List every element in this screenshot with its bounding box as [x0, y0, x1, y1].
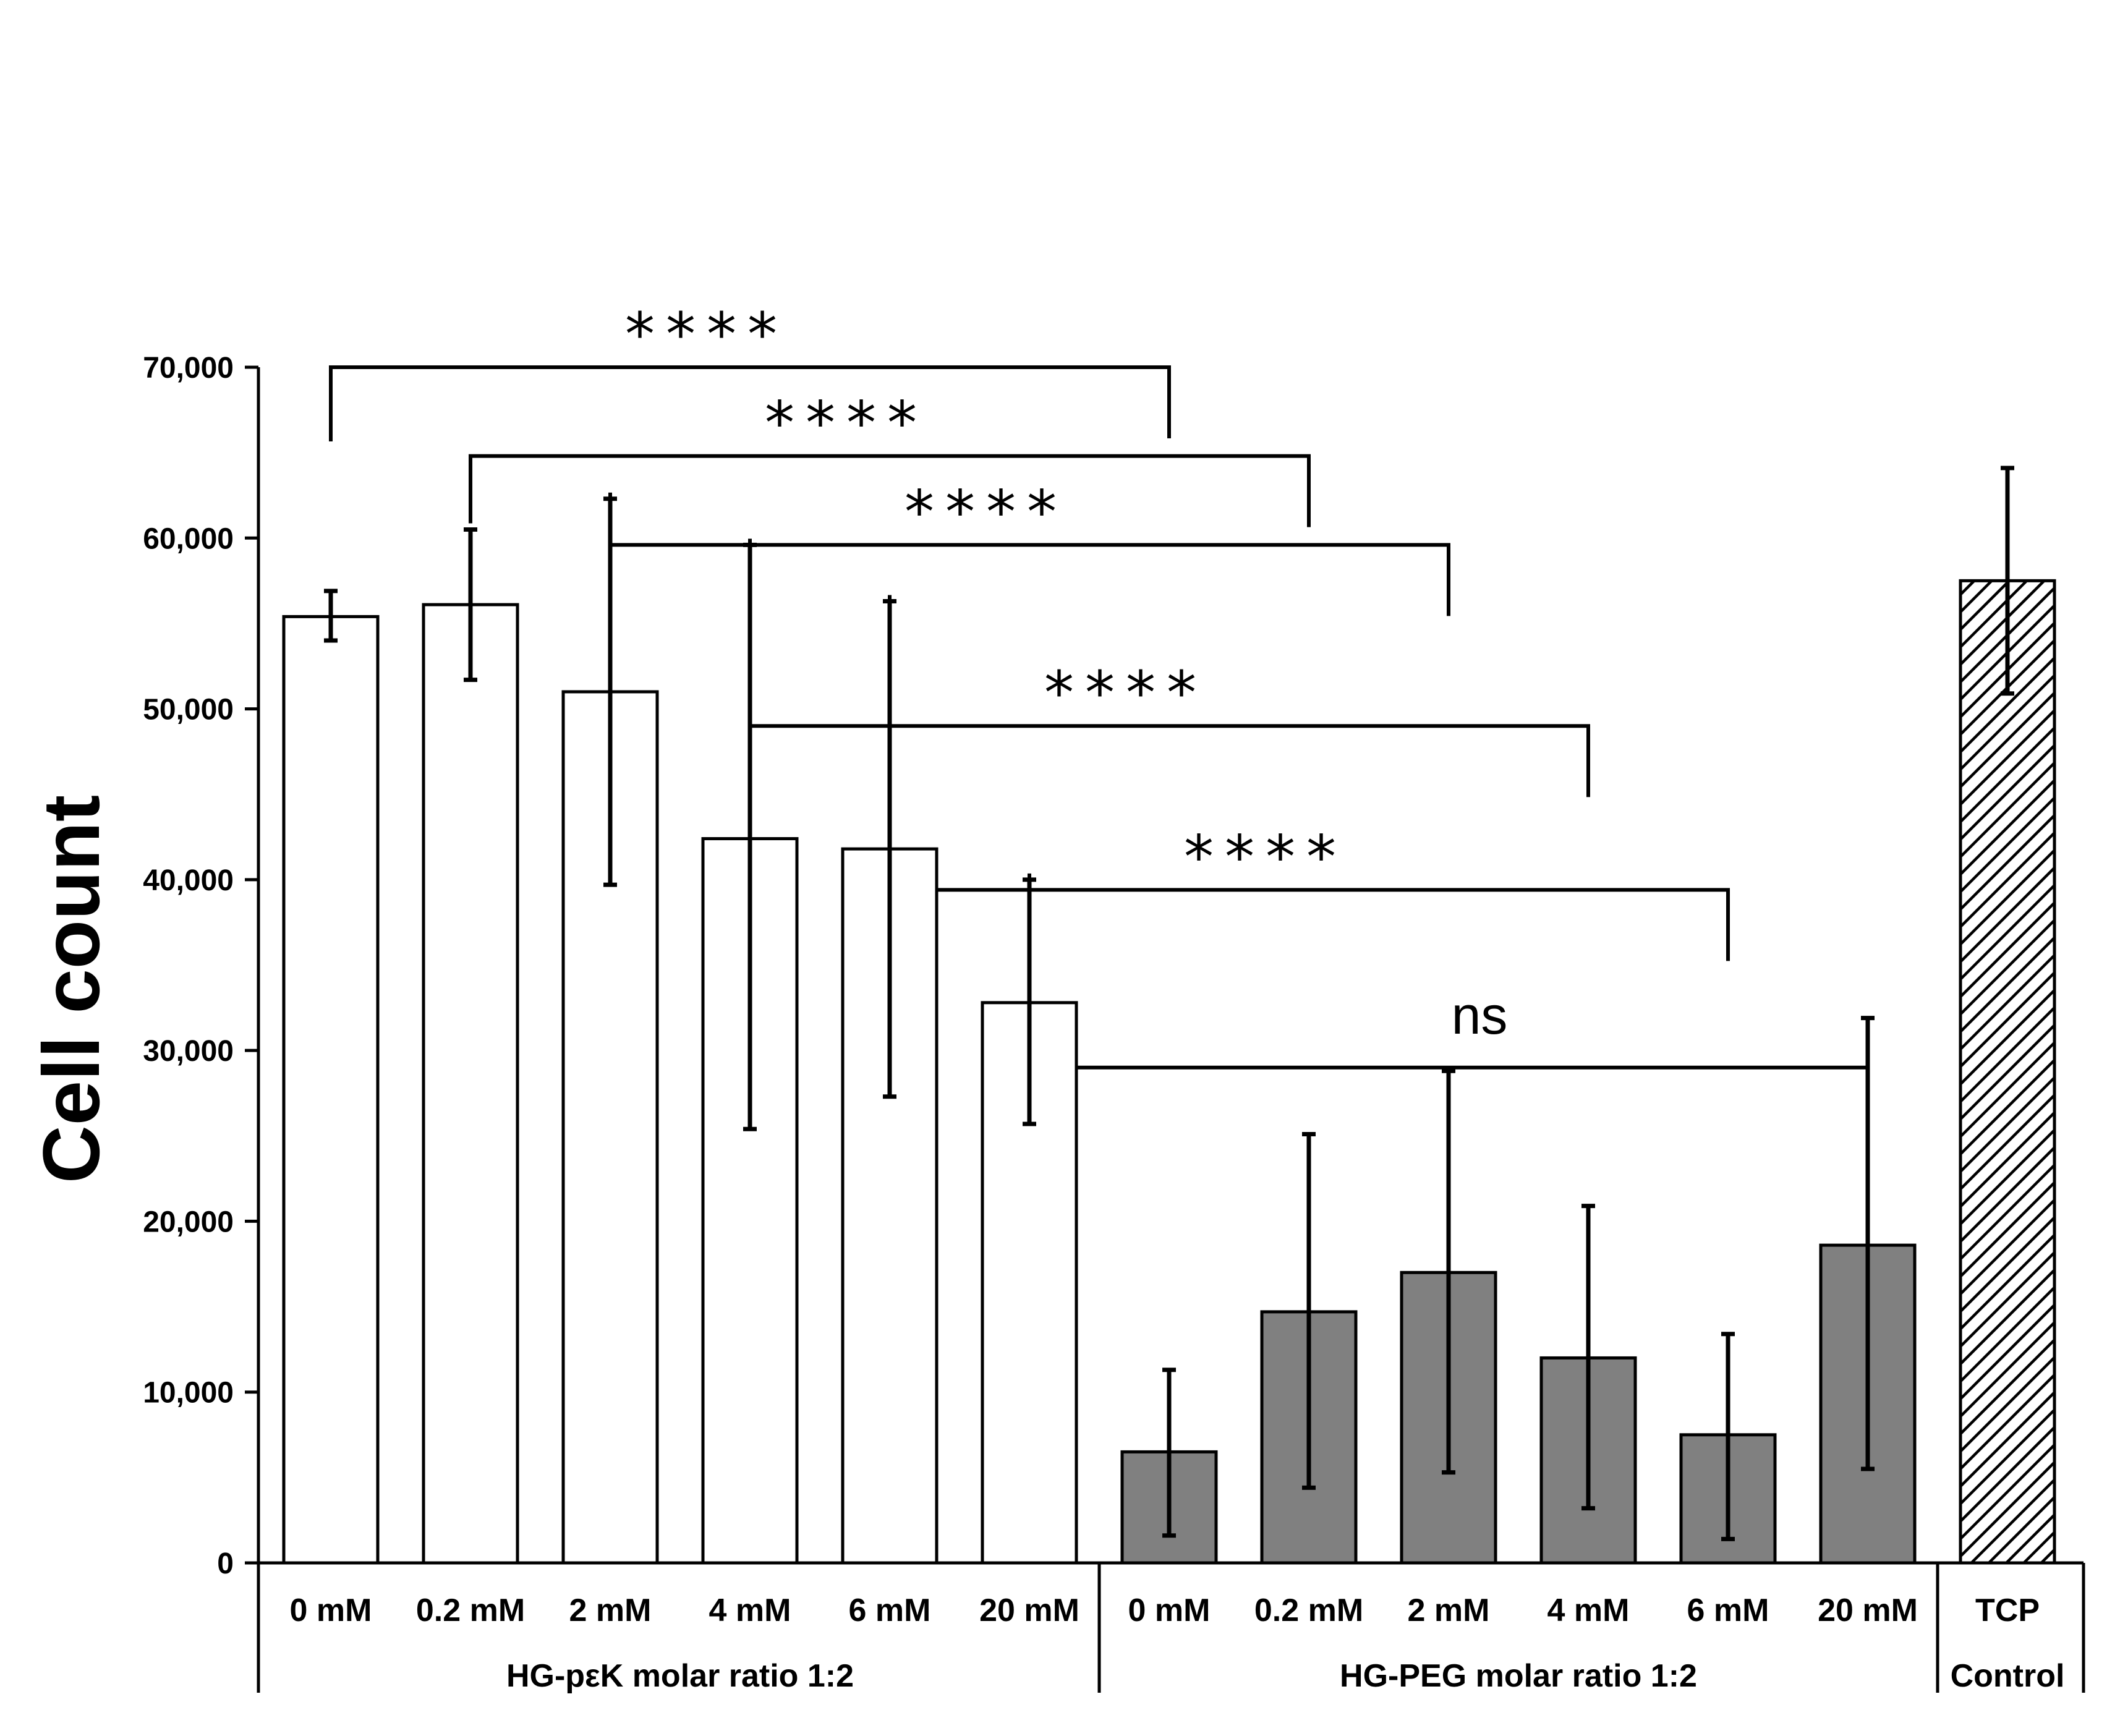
category-labels: 0 mM 0.2 mM 2 mM 4 mM 6 mM 20 mM 0 mM 0.2 mM 2 m…: [290, 1593, 2040, 1628]
significance-bracket: [888, 595, 1730, 961]
y-tick-label: 70,000: [143, 352, 234, 385]
significance-bracket: [329, 365, 1171, 441]
y-tick-label: 40,000: [143, 864, 234, 897]
category-label: 20 mM: [1818, 1593, 1918, 1628]
bar: [282, 615, 380, 1565]
group-label: HG-PEG molar ratio 1:2: [1340, 1658, 1697, 1694]
y-ticks: 0 10,000 20,000 30,000 40,000 50,000 60,000 70,…: [143, 352, 258, 1580]
significance-label: ****: [1044, 658, 1207, 728]
significance-label: ****: [765, 389, 928, 458]
bar: [422, 603, 519, 1565]
y-tick-label: 0: [217, 1547, 234, 1580]
category-label: 4 mM: [1547, 1593, 1630, 1628]
significance-brackets: **** **** **** **** **** ns: [329, 300, 1870, 1139]
category-label: 2 mM: [569, 1593, 652, 1628]
error-bars: [324, 466, 2014, 1541]
y-axis-label: Cell count: [26, 795, 116, 1183]
category-label: 0.2 mM: [416, 1593, 525, 1628]
significance-label: ****: [1184, 822, 1347, 891]
category-label: TCP: [1975, 1593, 2040, 1628]
bars: [282, 579, 2056, 1565]
significance-label: ns: [1452, 986, 1508, 1045]
y-tick-label: 60,000: [143, 522, 234, 555]
significance-label: ****: [905, 477, 1068, 547]
group-labels: HG-pεK molar ratio 1:2 HG-PEG molar ratio…: [506, 1658, 2064, 1694]
y-tick-label: 20,000: [143, 1206, 234, 1238]
category-label: 4 mM: [709, 1593, 791, 1628]
category-label: 0 mM: [290, 1593, 372, 1628]
category-label: 6 mM: [1687, 1593, 1769, 1628]
group-label: HG-pεK molar ratio 1:2: [506, 1658, 854, 1694]
y-tick-label: 30,000: [143, 1035, 234, 1068]
category-label: 20 mM: [979, 1593, 1079, 1628]
category-label: 0.2 mM: [1254, 1593, 1363, 1628]
significance-bracket: [469, 454, 1311, 527]
bar: [1959, 579, 2056, 1565]
y-tick-label: 10,000: [143, 1377, 234, 1410]
group-label: Control: [1951, 1658, 2065, 1694]
category-label: 0 mM: [1128, 1593, 1211, 1628]
category-label: 6 mM: [849, 1593, 931, 1628]
category-label: 2 mM: [1408, 1593, 1490, 1628]
significance-label: ****: [625, 300, 788, 369]
y-tick-label: 50,000: [143, 694, 234, 726]
